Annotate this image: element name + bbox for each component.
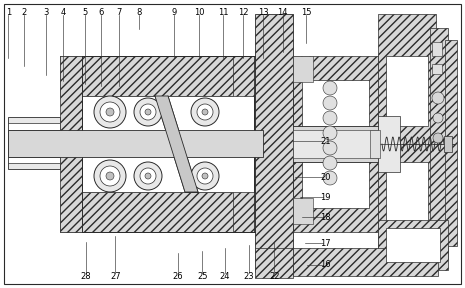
Circle shape [94, 160, 126, 192]
Bar [386, 56, 428, 126]
Bar [293, 248, 438, 276]
Text: 3: 3 [43, 7, 48, 17]
Circle shape [197, 168, 213, 184]
Text: 9: 9 [172, 7, 177, 17]
Text: 25: 25 [197, 272, 207, 281]
Text: 16: 16 [320, 260, 331, 270]
Text: 22: 22 [269, 272, 279, 281]
Bar [302, 80, 369, 208]
Text: 18: 18 [320, 213, 331, 222]
Text: 10: 10 [194, 7, 204, 17]
Bar [293, 130, 378, 158]
Bar [370, 130, 380, 158]
Bar [378, 116, 400, 172]
Text: 14: 14 [278, 7, 288, 17]
Text: 8: 8 [136, 7, 141, 17]
Circle shape [100, 166, 120, 186]
Bar [233, 56, 255, 232]
Bar [60, 56, 255, 96]
Text: 4: 4 [60, 7, 66, 17]
Text: 19: 19 [320, 193, 331, 202]
Text: 12: 12 [238, 7, 248, 17]
Bar [293, 126, 378, 162]
Text: 27: 27 [110, 272, 120, 281]
Bar [432, 64, 442, 74]
Bar [432, 42, 442, 56]
Circle shape [323, 96, 337, 110]
Bar [445, 40, 457, 246]
Circle shape [432, 92, 444, 104]
Bar [8, 117, 60, 169]
Circle shape [323, 111, 337, 125]
Bar [378, 14, 436, 272]
Bar [386, 228, 440, 262]
Circle shape [433, 113, 443, 123]
Text: 26: 26 [173, 272, 183, 281]
Circle shape [323, 81, 337, 95]
Bar [60, 192, 255, 232]
Bar [60, 56, 82, 232]
Bar [444, 136, 452, 152]
Bar [8, 130, 263, 157]
Text: 21: 21 [320, 137, 331, 146]
Bar [378, 220, 448, 270]
Bar [8, 130, 60, 157]
Text: 24: 24 [219, 272, 230, 281]
Bar [386, 162, 428, 230]
Text: 17: 17 [320, 239, 331, 248]
Circle shape [145, 109, 151, 115]
Text: 23: 23 [244, 272, 254, 281]
Circle shape [323, 141, 337, 155]
Text: 13: 13 [258, 7, 268, 17]
Text: 28: 28 [81, 272, 91, 281]
Text: 5: 5 [82, 7, 88, 17]
Circle shape [100, 102, 120, 122]
Text: 2: 2 [21, 7, 27, 17]
Circle shape [202, 173, 208, 179]
Bar [430, 28, 448, 258]
Text: 7: 7 [116, 7, 121, 17]
Circle shape [191, 162, 219, 190]
Circle shape [106, 172, 114, 180]
Text: 11: 11 [218, 7, 228, 17]
Text: 20: 20 [320, 173, 331, 182]
Text: 6: 6 [99, 7, 104, 17]
Circle shape [323, 126, 337, 140]
Bar [293, 56, 313, 82]
Circle shape [197, 104, 213, 120]
Circle shape [323, 171, 337, 185]
Circle shape [134, 162, 162, 190]
Circle shape [134, 98, 162, 126]
Circle shape [140, 104, 156, 120]
Circle shape [323, 156, 337, 170]
Circle shape [140, 168, 156, 184]
Bar [8, 123, 60, 163]
Circle shape [191, 98, 219, 126]
Text: 15: 15 [301, 7, 311, 17]
Circle shape [106, 108, 114, 116]
Polygon shape [155, 96, 198, 192]
Bar [255, 248, 293, 278]
Circle shape [145, 173, 151, 179]
Bar [82, 56, 254, 232]
Bar [82, 96, 254, 192]
Bar [255, 14, 293, 272]
Circle shape [202, 109, 208, 115]
Circle shape [433, 133, 443, 143]
Circle shape [94, 96, 126, 128]
Bar [293, 56, 378, 232]
Bar [293, 198, 313, 224]
Text: 1: 1 [6, 7, 11, 17]
